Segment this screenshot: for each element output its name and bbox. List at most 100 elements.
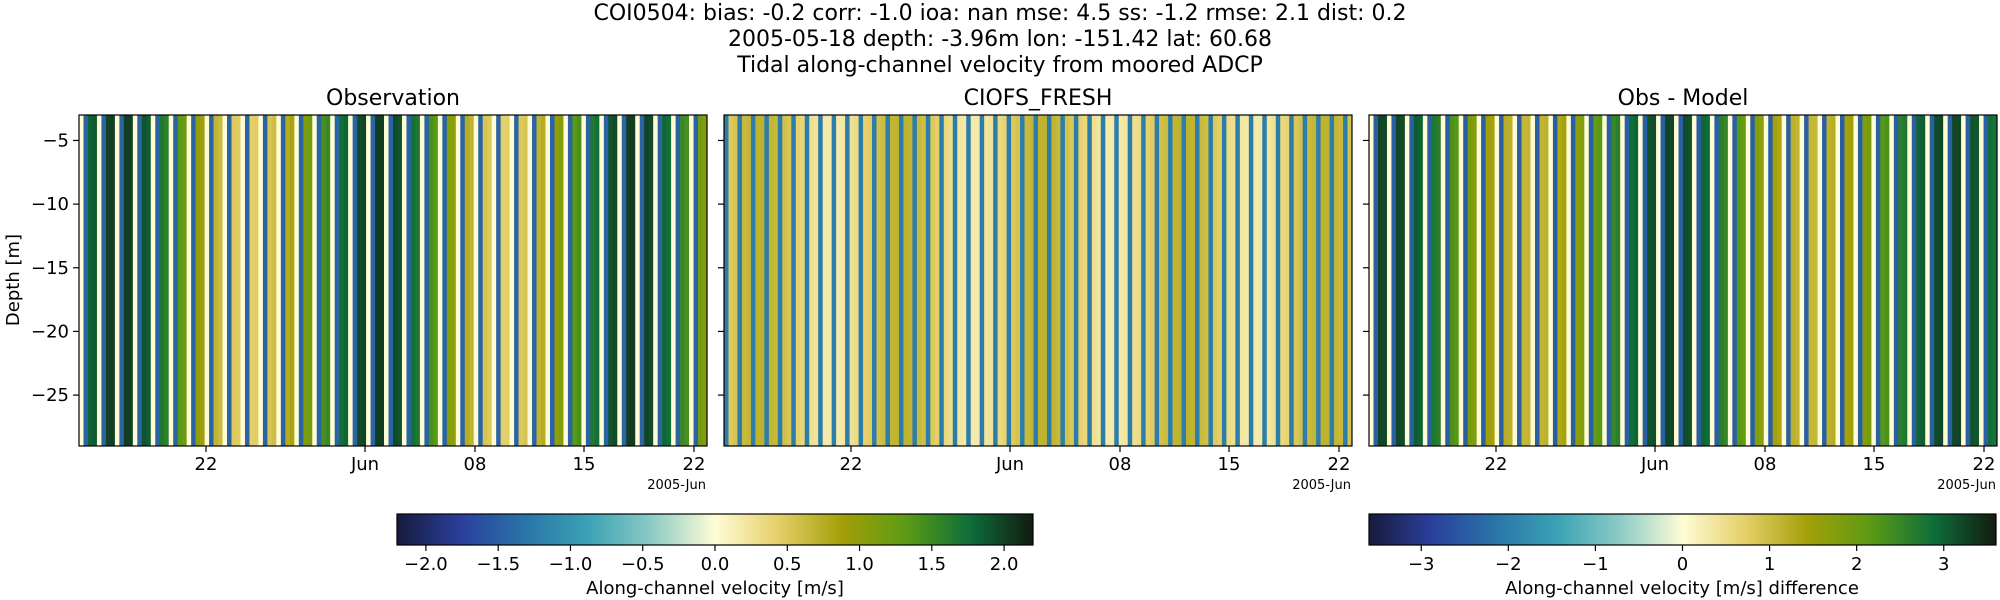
heatmap-stripe	[1647, 115, 1652, 446]
colorbar-tick-label: 3	[1938, 554, 1949, 575]
heatmap-stripe	[1436, 115, 1442, 446]
heatmap-stripe	[1127, 115, 1133, 446]
heatmap-stripe	[1377, 115, 1383, 446]
heatmap-stripe	[1817, 115, 1823, 446]
heatmap-stripe	[168, 115, 174, 446]
heatmap-stripe	[925, 115, 931, 446]
heatmap-stripe	[1055, 115, 1061, 446]
heatmap-stripe	[119, 115, 125, 446]
heatmap-stripe	[1691, 115, 1697, 446]
heatmap-stripe	[442, 115, 448, 446]
heatmap-stripe	[141, 115, 147, 446]
x-tick-label: 08	[1109, 454, 1132, 475]
model-x-offset-label: 2005-Jun	[1292, 478, 1351, 493]
heatmap-stripe	[621, 115, 627, 446]
heatmap-stripe	[1718, 115, 1724, 446]
heatmap-stripe	[1857, 115, 1863, 446]
heatmap-stripe	[227, 115, 232, 446]
heatmap-stripe	[934, 115, 940, 446]
heatmap-stripe	[1709, 115, 1715, 446]
heatmap-stripe	[702, 115, 708, 446]
heatmap-stripe	[518, 115, 524, 446]
heatmap-stripe	[1391, 115, 1397, 446]
heatmap-stripe	[1705, 115, 1711, 446]
heatmap-stripe	[1539, 115, 1545, 446]
heatmap-stripe	[1593, 115, 1599, 446]
heatmap-stripe	[209, 115, 214, 446]
heatmap-stripe	[375, 115, 380, 446]
heatmap-stripe	[1100, 115, 1106, 446]
heatmap-stripe	[446, 115, 452, 446]
heatmap-stripe	[567, 115, 573, 446]
panel-title-difference: Obs - Model	[1617, 86, 1749, 111]
heatmap-stripe	[1413, 115, 1419, 446]
heatmap-stripe	[1517, 115, 1522, 446]
heatmap-stripe	[773, 115, 779, 446]
heatmap-stripe	[406, 115, 412, 446]
heatmap-stripe	[1476, 115, 1482, 446]
heatmap-stripe	[401, 115, 407, 446]
observation-axes-frame	[78, 114, 708, 447]
heatmap-stripe	[1271, 115, 1277, 446]
heatmap-stripe	[1970, 115, 1975, 446]
heatmap-stripe	[777, 115, 783, 446]
heatmap-stripe	[1526, 115, 1531, 446]
heatmap-stripe	[464, 115, 470, 446]
heatmap-stripe	[1395, 115, 1401, 446]
heatmap-stripe	[1929, 115, 1935, 446]
heatmap-stripe	[675, 115, 681, 446]
heatmap-stripe	[1741, 115, 1747, 446]
heatmap-stripe	[1638, 115, 1643, 446]
heatmap-stripe	[1934, 115, 1939, 446]
heatmap-stripe	[1172, 115, 1178, 446]
heatmap-stripe	[558, 115, 564, 446]
heatmap-stripe	[1965, 115, 1971, 446]
heatmap-stripe	[1199, 115, 1205, 446]
heatmap-stripe	[1073, 115, 1079, 446]
heatmap-stripe	[1732, 115, 1738, 446]
heatmap-stripe	[334, 115, 340, 446]
heatmap-stripe	[1334, 115, 1339, 446]
heatmap-stripe	[563, 115, 569, 446]
heatmap-stripe	[1015, 115, 1021, 446]
figure-title-line-1: COI0504: bias: -0.2 corr: -1.0 ioa: nan …	[593, 1, 1407, 26]
heatmap-stripe	[505, 115, 510, 446]
heatmap-stripe	[930, 115, 936, 446]
heatmap-stripe	[1745, 115, 1751, 446]
heatmap-stripe	[244, 115, 250, 446]
heatmap-stripe	[1248, 115, 1254, 446]
heatmap-stripe	[195, 115, 201, 446]
heatmap-stripe	[1463, 115, 1468, 446]
heatmap-stripe	[1338, 115, 1344, 446]
heatmap-stripe	[1280, 115, 1286, 446]
heatmap-stripe	[1700, 115, 1706, 446]
heatmap-stripe	[1289, 115, 1294, 446]
heatmap-stripe	[155, 115, 161, 446]
heatmap-stripe	[1759, 115, 1765, 446]
heatmap-stripe	[1343, 115, 1348, 446]
heatmap-stripe	[898, 115, 904, 446]
heatmap-stripe	[608, 115, 614, 446]
heatmap-stripe	[590, 115, 596, 446]
difference-colorbar-gradient	[1369, 514, 1996, 545]
heatmap-stripe	[1262, 115, 1268, 446]
model-axes-frame	[723, 114, 1353, 447]
x-tick-label: 22	[683, 454, 706, 475]
heatmap-stripe	[352, 115, 358, 446]
colorbar-tick-label: 0	[1677, 554, 1688, 575]
heatmap-stripe	[630, 115, 636, 446]
heatmap-stripe	[433, 115, 439, 446]
heatmap-stripe	[680, 115, 685, 446]
heatmap-stripe	[970, 115, 976, 446]
heatmap-stripe	[541, 115, 546, 446]
heatmap-stripe	[1230, 115, 1236, 446]
heatmap-stripe	[961, 115, 967, 446]
heatmap-stripe	[173, 115, 178, 446]
heatmap-stripe	[1307, 115, 1312, 446]
heatmap-stripe	[1508, 115, 1513, 446]
colorbar-tick-label: −1.5	[476, 554, 520, 575]
heatmap-stripe	[1651, 115, 1657, 446]
heatmap-stripe	[1956, 115, 1962, 446]
observation-heatmap	[79, 115, 708, 446]
heatmap-stripe	[96, 115, 102, 446]
